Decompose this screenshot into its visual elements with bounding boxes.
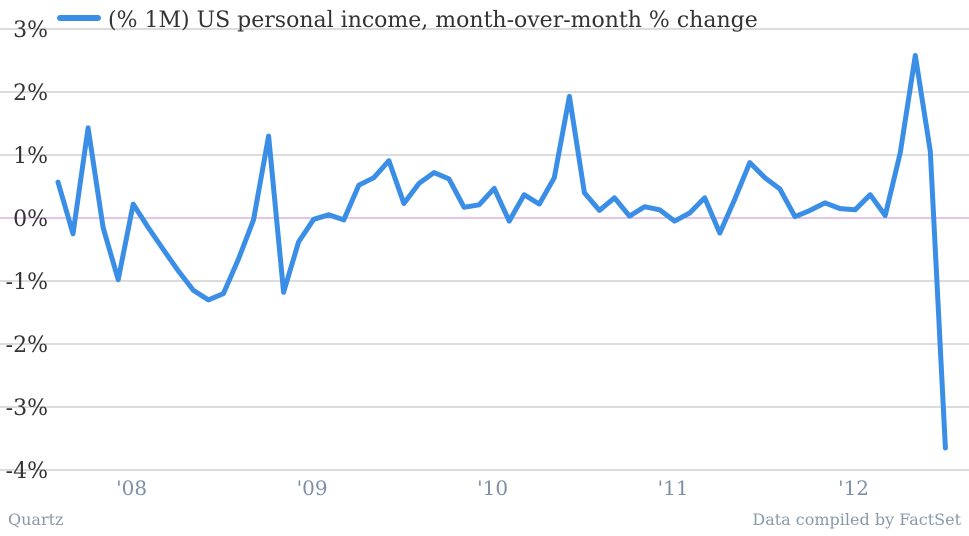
y-tick-label: -4% (6, 459, 48, 484)
x-tick-label: '09 (297, 476, 328, 500)
x-tick-label: '10 (477, 476, 508, 500)
source-right: Data compiled by FactSet (752, 510, 961, 529)
y-tick-label: -1% (6, 270, 48, 295)
y-tick-label: 1% (13, 144, 48, 169)
x-tick-label: '08 (116, 476, 147, 500)
x-tick-label: '12 (838, 476, 869, 500)
x-tick-label: '11 (658, 476, 689, 500)
legend-label: (% 1M) US personal income, month-over-mo… (108, 8, 758, 33)
y-tick-label: 0% (13, 207, 48, 232)
y-tick-label: -3% (6, 396, 48, 421)
y-axis-tick-labels: 3% 2% 1% 0% -1% -2% -3% -4% (6, 18, 48, 484)
source-left: Quartz (8, 510, 63, 529)
series-line (55, 53, 948, 451)
x-axis-tick-labels: '08 '09 '10 '11 '12 (116, 476, 869, 500)
legend: (% 1M) US personal income, month-over-mo… (57, 8, 758, 33)
grid-lines (0, 28, 969, 471)
y-tick-label: 3% (13, 18, 48, 43)
y-tick-label: -2% (6, 333, 48, 358)
y-tick-label: 2% (13, 81, 48, 106)
